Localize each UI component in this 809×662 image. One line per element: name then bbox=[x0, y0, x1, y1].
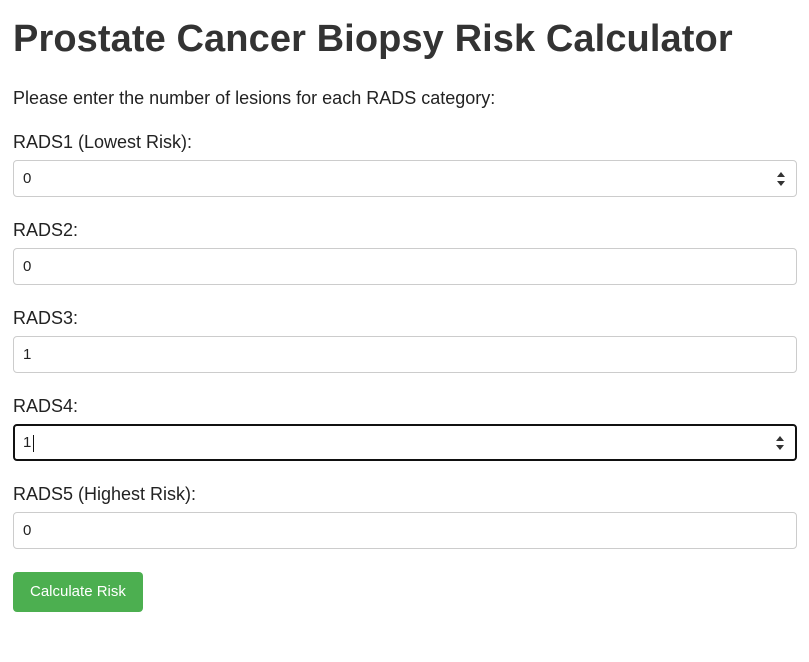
rads4-input-box[interactable] bbox=[13, 424, 797, 461]
field-rads4: RADS4: bbox=[13, 395, 797, 461]
spinner-up-icon[interactable] bbox=[776, 435, 784, 441]
spinner-down-icon[interactable] bbox=[777, 180, 785, 186]
text-caret bbox=[33, 435, 34, 452]
rads5-input-box[interactable] bbox=[13, 512, 797, 549]
rads3-label: RADS3: bbox=[13, 308, 79, 328]
spinner-down-icon[interactable] bbox=[776, 444, 784, 450]
calculate-risk-button[interactable]: Calculate Risk bbox=[13, 572, 143, 612]
rads5-label: RADS5 (Highest Risk): bbox=[13, 484, 197, 504]
field-rads5: RADS5 (Highest Risk): bbox=[13, 483, 797, 549]
rads3-input[interactable] bbox=[14, 337, 796, 372]
field-rads3: RADS3: bbox=[13, 307, 797, 373]
rads5-input[interactable] bbox=[14, 513, 796, 548]
rads4-input[interactable] bbox=[15, 426, 795, 459]
rads3-input-box[interactable] bbox=[13, 336, 797, 373]
field-rads2: RADS2: bbox=[13, 219, 797, 285]
rads1-input[interactable] bbox=[14, 161, 796, 196]
rads2-input[interactable] bbox=[14, 249, 796, 284]
rads4-label: RADS4: bbox=[13, 396, 79, 416]
rads1-spinner-icon[interactable] bbox=[776, 171, 786, 186]
field-rads1: RADS1 (Lowest Risk): bbox=[13, 131, 797, 197]
calculator-page: Prostate Cancer Biopsy Risk Calculator P… bbox=[13, 18, 797, 612]
rads2-input-box[interactable] bbox=[13, 248, 797, 285]
rads2-label: RADS2: bbox=[13, 220, 79, 240]
intro-text: Please enter the number of lesions for e… bbox=[13, 88, 496, 108]
rads1-input-box[interactable] bbox=[13, 160, 797, 197]
rads4-spinner-icon[interactable] bbox=[775, 435, 785, 450]
rads1-label: RADS1 (Lowest Risk): bbox=[13, 132, 193, 152]
spinner-up-icon[interactable] bbox=[777, 171, 785, 177]
page-title: Prostate Cancer Biopsy Risk Calculator bbox=[13, 18, 733, 60]
